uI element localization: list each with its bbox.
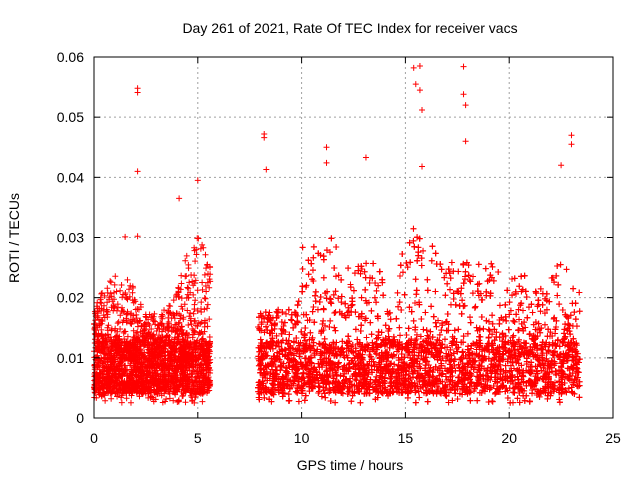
data-point xyxy=(192,277,199,284)
data-point xyxy=(105,322,112,329)
data-point xyxy=(192,297,199,304)
data-point xyxy=(183,272,190,279)
data-point xyxy=(178,280,185,287)
data-point xyxy=(108,326,115,333)
data-point xyxy=(201,294,208,301)
data-point xyxy=(115,318,122,325)
data-point xyxy=(204,301,211,308)
data-point xyxy=(202,295,209,302)
data-point xyxy=(188,271,195,278)
data-point xyxy=(102,397,109,404)
data-point xyxy=(112,273,119,280)
data-point xyxy=(196,351,203,358)
data-point xyxy=(194,235,201,242)
data-point xyxy=(111,281,118,288)
data-point xyxy=(185,261,192,268)
data-point xyxy=(188,321,195,328)
data-point xyxy=(123,395,130,402)
data-point xyxy=(114,320,121,327)
data-point xyxy=(108,395,115,402)
data-point xyxy=(107,278,114,285)
data-point xyxy=(127,399,134,406)
data-point xyxy=(104,285,111,292)
data-point xyxy=(203,265,210,272)
data-point xyxy=(199,398,206,405)
data-point xyxy=(104,324,111,331)
data-point xyxy=(124,333,131,340)
data-point xyxy=(175,398,182,405)
data-point xyxy=(178,272,185,279)
data-point xyxy=(134,329,141,336)
data-point xyxy=(202,283,209,290)
data-point xyxy=(206,316,213,323)
data-point xyxy=(177,315,184,322)
data-point xyxy=(129,289,136,296)
data-point xyxy=(197,330,204,337)
data-point xyxy=(194,287,201,294)
data-point xyxy=(126,286,133,293)
data-point xyxy=(103,308,110,315)
data-point xyxy=(202,251,209,258)
data-point xyxy=(199,279,206,286)
data-point xyxy=(192,258,199,265)
data-point xyxy=(124,276,131,283)
data-point xyxy=(101,314,108,321)
data-point xyxy=(119,294,126,301)
data-points xyxy=(91,63,583,406)
data-point xyxy=(176,319,183,326)
data-point xyxy=(172,321,179,328)
data-point xyxy=(99,290,106,297)
data-point xyxy=(184,307,191,314)
data-point xyxy=(117,287,124,294)
data-point xyxy=(186,279,193,286)
data-point xyxy=(185,285,192,292)
data-point xyxy=(199,241,206,248)
data-point xyxy=(117,312,124,319)
data-point xyxy=(204,305,211,312)
data-point xyxy=(182,399,189,406)
data-point xyxy=(106,294,113,301)
data-point xyxy=(183,252,190,259)
data-point xyxy=(201,271,208,278)
chart-title: Day 261 of 2021, Rate Of TEC Index for r… xyxy=(182,20,517,36)
data-point xyxy=(108,279,115,286)
data-point xyxy=(182,257,189,264)
data-point xyxy=(198,299,205,306)
data-point xyxy=(201,323,208,330)
data-point xyxy=(118,399,125,406)
data-point xyxy=(123,294,130,301)
data-point xyxy=(157,319,164,326)
data-point xyxy=(118,282,125,289)
